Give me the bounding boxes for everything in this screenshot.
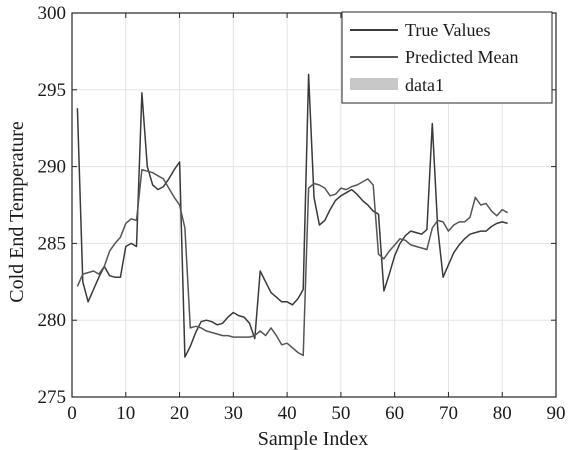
y-tick-label: 295 <box>38 80 67 101</box>
legend-swatch-data1 <box>350 78 398 90</box>
x-axis-label: Sample Index <box>258 428 369 450</box>
x-tick-label: 40 <box>278 403 297 424</box>
series-line-predicted-mean <box>76 168 508 357</box>
x-tick-label: 50 <box>331 403 350 424</box>
x-tick-label: 70 <box>439 403 458 424</box>
legend-label-predicted-mean: Predicted Mean <box>405 47 518 67</box>
x-tick-label: 60 <box>385 403 404 424</box>
x-tick-label: 0 <box>67 403 77 424</box>
x-tick-label: 20 <box>170 403 189 424</box>
y-tick-label: 280 <box>38 310 67 331</box>
tick-labels: 0 10 20 30 40 50 60 70 80 90 275 280 285 290 295 300 <box>38 3 566 424</box>
y-tick-label: 275 <box>38 387 67 408</box>
legend: True Values Predicted Mean data1 <box>341 11 553 104</box>
x-tick-label: 30 <box>224 403 243 424</box>
series-line-true-values <box>76 73 508 358</box>
legend-label-data1: data1 <box>405 75 444 95</box>
legend-label-true-values: True Values <box>405 20 491 40</box>
y-tick-label: 290 <box>38 157 67 178</box>
x-tick-label: 90 <box>547 403 566 424</box>
y-axis-label: Cold End Temperature <box>6 121 28 303</box>
y-tick-label: 285 <box>38 233 67 254</box>
y-tick-label: 300 <box>38 3 67 24</box>
series-layer <box>76 73 508 358</box>
x-tick-label: 80 <box>493 403 512 424</box>
plot-frame <box>71 12 557 398</box>
x-tick-label: 10 <box>116 403 135 424</box>
